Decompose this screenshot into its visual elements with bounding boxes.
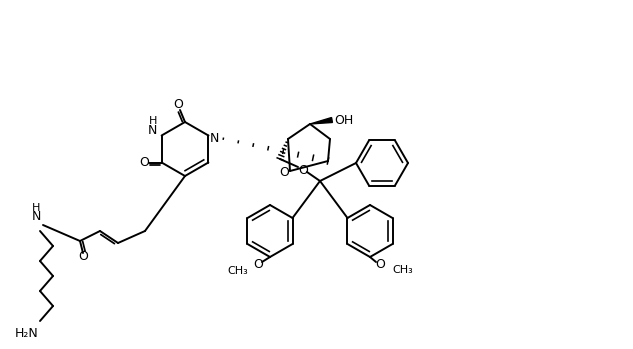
Text: H: H [32, 203, 40, 213]
Text: CH₃: CH₃ [227, 266, 248, 276]
Text: CH₃: CH₃ [392, 265, 413, 275]
Text: H₂N: H₂N [15, 327, 39, 340]
Text: N: N [31, 210, 41, 223]
Text: N: N [210, 132, 219, 145]
Polygon shape [310, 118, 332, 124]
Text: H: H [148, 117, 157, 126]
Text: O: O [253, 259, 263, 272]
Text: O: O [375, 259, 385, 272]
Text: O: O [140, 156, 149, 169]
Text: O: O [298, 163, 308, 177]
Text: O: O [173, 97, 183, 111]
Text: O: O [279, 165, 289, 178]
Text: O: O [78, 251, 88, 263]
Text: N: N [148, 124, 158, 137]
Text: OH: OH [334, 113, 354, 126]
